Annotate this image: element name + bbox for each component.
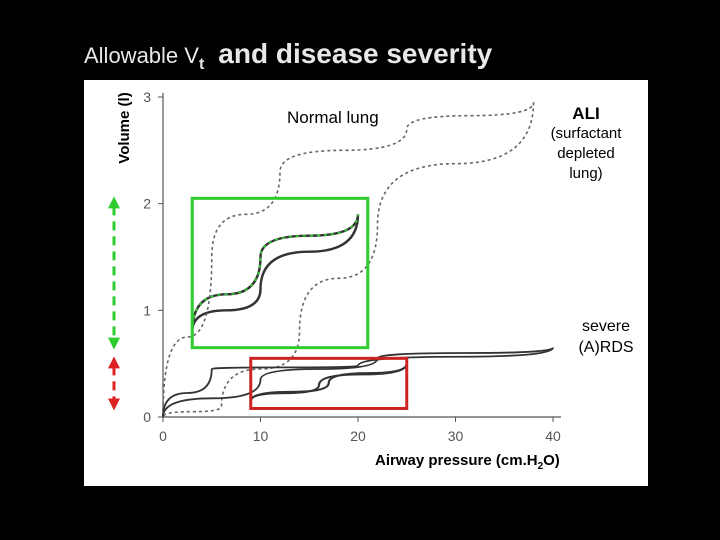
xlabel: Airway pressure (cm.H2O) (375, 452, 560, 472)
arrow-head-up (108, 196, 120, 209)
x-tick-label: 30 (448, 428, 464, 444)
y-tick-label: 3 (143, 89, 151, 105)
loop-deflation-curve (162, 347, 554, 418)
y-tick-label: 0 (143, 409, 151, 425)
slide-title: Allowable Vt and disease severity (84, 38, 493, 73)
severe-line1: severe (581, 318, 631, 335)
loop-deflation-curve (249, 363, 408, 402)
loop-deflation-curve (191, 214, 360, 332)
ali-line2: depleted (557, 145, 615, 162)
y-tick-label: 2 (143, 196, 151, 212)
red-arrow (108, 356, 120, 411)
x-tick-label: 10 (253, 428, 269, 444)
loop-0 (191, 214, 360, 332)
x-tick-label: 0 (159, 428, 167, 444)
ylabel: Volume (l) (116, 92, 133, 164)
loop-1 (162, 102, 535, 418)
loop-deflation-curve (162, 102, 535, 418)
annotation-severe-rds: severe (A)RDS (568, 316, 644, 358)
ali-line3: lung) (569, 165, 603, 182)
x-tick-label: 20 (350, 428, 366, 444)
severe-line2: (A)RDS (578, 339, 634, 356)
red-box (249, 356, 409, 410)
ali-line1: (surfactant (550, 125, 622, 142)
loop-inflation-curve (191, 214, 360, 332)
annotation-normal-lung: Normal lung (287, 108, 379, 127)
loop-inflation-highlight (191, 214, 359, 332)
green-box (190, 196, 370, 350)
title-part1: Allowable V (84, 43, 199, 68)
title-part2: and disease severity (218, 38, 493, 69)
loop-2 (162, 346, 554, 418)
loop-3 (249, 363, 408, 402)
arrow-head-down (108, 398, 120, 411)
green-arrow (108, 196, 120, 350)
loop-inflation-curve (162, 102, 535, 418)
title-subscript: t (198, 56, 205, 73)
y-tick-label: 1 (143, 302, 151, 318)
chart-panel (84, 80, 648, 486)
loop-inflation-curve (162, 346, 554, 418)
annotation-ali: ALI (surfactant depleted lung) (540, 104, 632, 184)
arrow-head-up (108, 356, 120, 369)
arrow-head-down (108, 337, 120, 350)
x-tick-label: 40 (545, 428, 561, 444)
ali-title: ALI (572, 104, 600, 123)
